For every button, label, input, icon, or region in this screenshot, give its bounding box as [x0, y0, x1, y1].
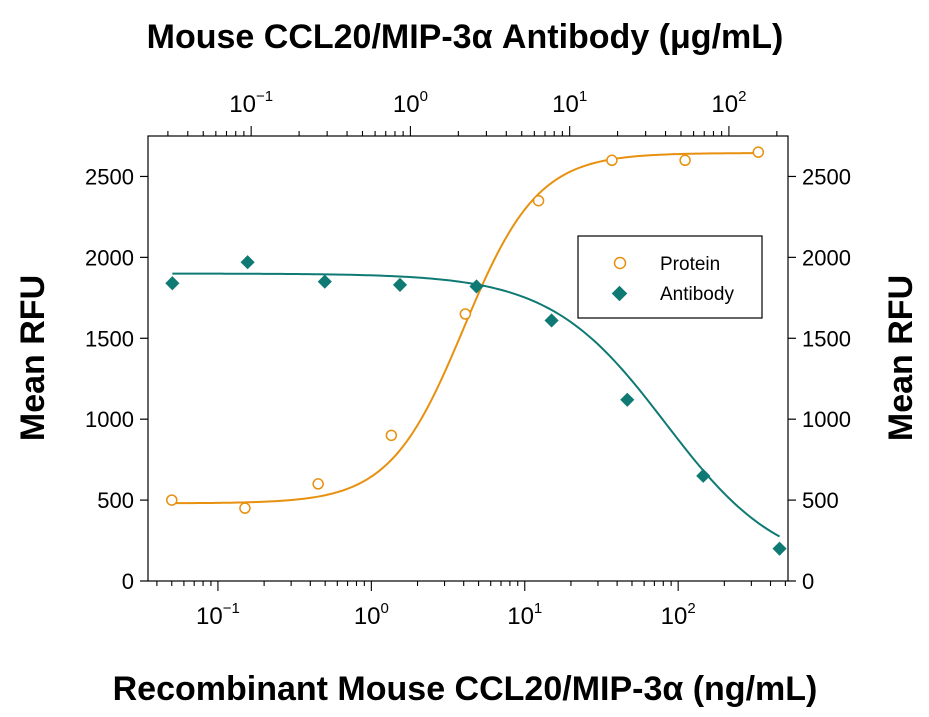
data-point-antibody	[544, 313, 559, 328]
axes-layer: 0 0 500 500 1000 1000 1500 1500 2000 2000 2500 2500…	[85, 88, 851, 630]
x-top-tick-label: 10−1	[229, 88, 273, 118]
data-point-protein	[166, 494, 178, 506]
data-point-antibody	[165, 276, 180, 291]
x-bottom-tick-label: 10−1	[196, 600, 240, 630]
data-point-protein	[752, 146, 765, 158]
x-bottom-tick-label: 100	[354, 600, 389, 630]
data-point-antibody	[469, 279, 484, 294]
legend-protein-label: Protein	[660, 254, 720, 275]
data-point-protein	[312, 478, 324, 490]
data-point-antibody	[696, 468, 711, 483]
y-axis-label-left: Mean RFU	[14, 275, 52, 441]
x-top-tick-label: 102	[711, 88, 746, 118]
data-point-protein	[239, 502, 251, 514]
data-point-protein	[679, 154, 691, 167]
y-tick-label-left: 2000	[85, 245, 134, 270]
fit-curve-protein	[171, 152, 759, 505]
y-tick-label-right: 1000	[802, 407, 851, 432]
y-tick-label-right: 2500	[802, 164, 851, 189]
data-point-antibody	[240, 255, 255, 270]
data-point-protein	[606, 154, 618, 167]
data-point-antibody	[317, 274, 332, 289]
legend-protein-marker	[613, 256, 627, 270]
data-point-protein	[459, 308, 472, 320]
data-point-antibody	[620, 392, 635, 407]
data-point-antibody	[392, 277, 408, 292]
data-point-protein	[532, 194, 545, 207]
plot-frame	[147, 135, 789, 582]
y-tick-label-right: 0	[802, 569, 814, 594]
x-top-tick-label: 100	[393, 88, 428, 118]
x-bottom-tick-label: 102	[661, 600, 696, 630]
y-tick-label-left: 500	[97, 488, 134, 513]
point-layer	[165, 146, 787, 556]
y-tick-label-left: 0	[122, 569, 134, 594]
y-tick-label-right: 500	[802, 488, 839, 513]
x-top-tick-label: 101	[552, 88, 587, 118]
y-tick-label-left: 1000	[85, 407, 134, 432]
legend-antibody-label: Antibody	[660, 284, 734, 305]
x-bottom-tick-label: 101	[507, 600, 542, 630]
curve-layer	[171, 152, 781, 538]
y-tick-label-left: 1500	[85, 326, 134, 351]
y-tick-label-right: 1500	[802, 326, 851, 351]
y-tick-label-right: 2000	[802, 245, 851, 270]
data-point-antibody	[772, 541, 787, 556]
legend: Protein Antibody	[577, 235, 763, 319]
chart-title: Mouse CCL20/MIP-3α Antibody (μg/mL)	[147, 18, 784, 56]
x-axis-label: Recombinant Mouse CCL20/MIP-3α (ng/mL)	[113, 670, 818, 708]
legend-box	[577, 235, 763, 319]
y-axis-label-right: Mean RFU	[882, 275, 920, 441]
y-tick-label-left: 2500	[85, 164, 134, 189]
data-point-protein	[385, 429, 398, 442]
